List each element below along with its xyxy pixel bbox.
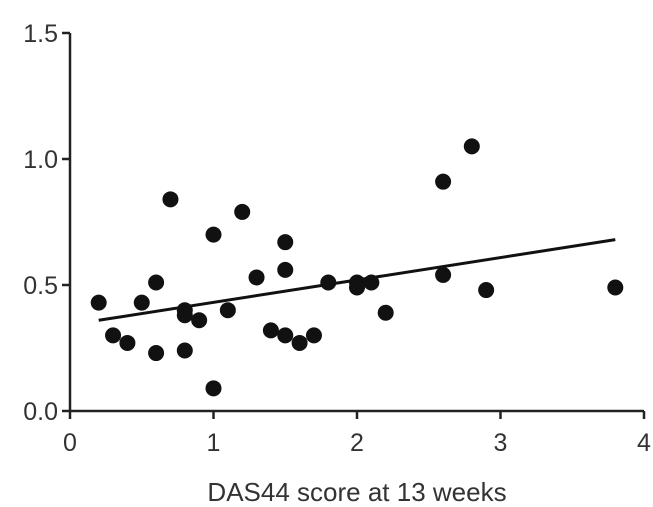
data-point — [148, 274, 165, 291]
data-point — [176, 342, 193, 359]
data-point — [463, 138, 480, 155]
y-tick-label: 0.5 — [23, 272, 58, 300]
data-point — [277, 327, 294, 344]
data-point — [363, 274, 380, 291]
data-point — [219, 302, 236, 319]
data-point — [305, 327, 322, 344]
y-tick-label: 1.5 — [23, 20, 58, 48]
x-tick-label: 2 — [350, 429, 364, 457]
data-point — [162, 191, 179, 208]
data-point — [191, 312, 208, 329]
data-point — [176, 307, 193, 324]
data-point — [277, 234, 294, 251]
data-point — [262, 322, 279, 339]
data-point — [435, 173, 452, 190]
x-ticks: 0 1 2 3 4 — [63, 411, 651, 457]
x-tick-label: 3 — [494, 429, 508, 457]
data-point — [205, 226, 222, 243]
y-ticks: 0.0 0.5 1.0 1.5 — [23, 20, 70, 426]
x-tick-label: 0 — [63, 429, 77, 457]
x-tick-label: 4 — [637, 429, 651, 457]
data-point — [119, 334, 136, 351]
data-point — [90, 294, 107, 311]
data-point — [435, 266, 452, 283]
y-tick-label: 1.0 — [23, 146, 58, 174]
data-point — [291, 334, 308, 351]
y-tick-label: 0.0 — [23, 398, 58, 426]
data-point — [205, 380, 222, 397]
data-point — [607, 279, 624, 296]
x-tick-label: 1 — [207, 429, 221, 457]
x-axis-title: DAS44 score at 13 weeks — [207, 477, 506, 507]
data-point — [478, 282, 495, 299]
data-point — [234, 203, 251, 220]
points-layer — [90, 138, 624, 397]
data-point — [377, 304, 394, 321]
data-point — [133, 294, 150, 311]
data-point — [105, 327, 122, 344]
data-point — [277, 261, 294, 278]
data-point — [320, 274, 337, 291]
data-point — [349, 279, 365, 296]
data-point — [248, 269, 265, 286]
data-point — [148, 345, 165, 362]
